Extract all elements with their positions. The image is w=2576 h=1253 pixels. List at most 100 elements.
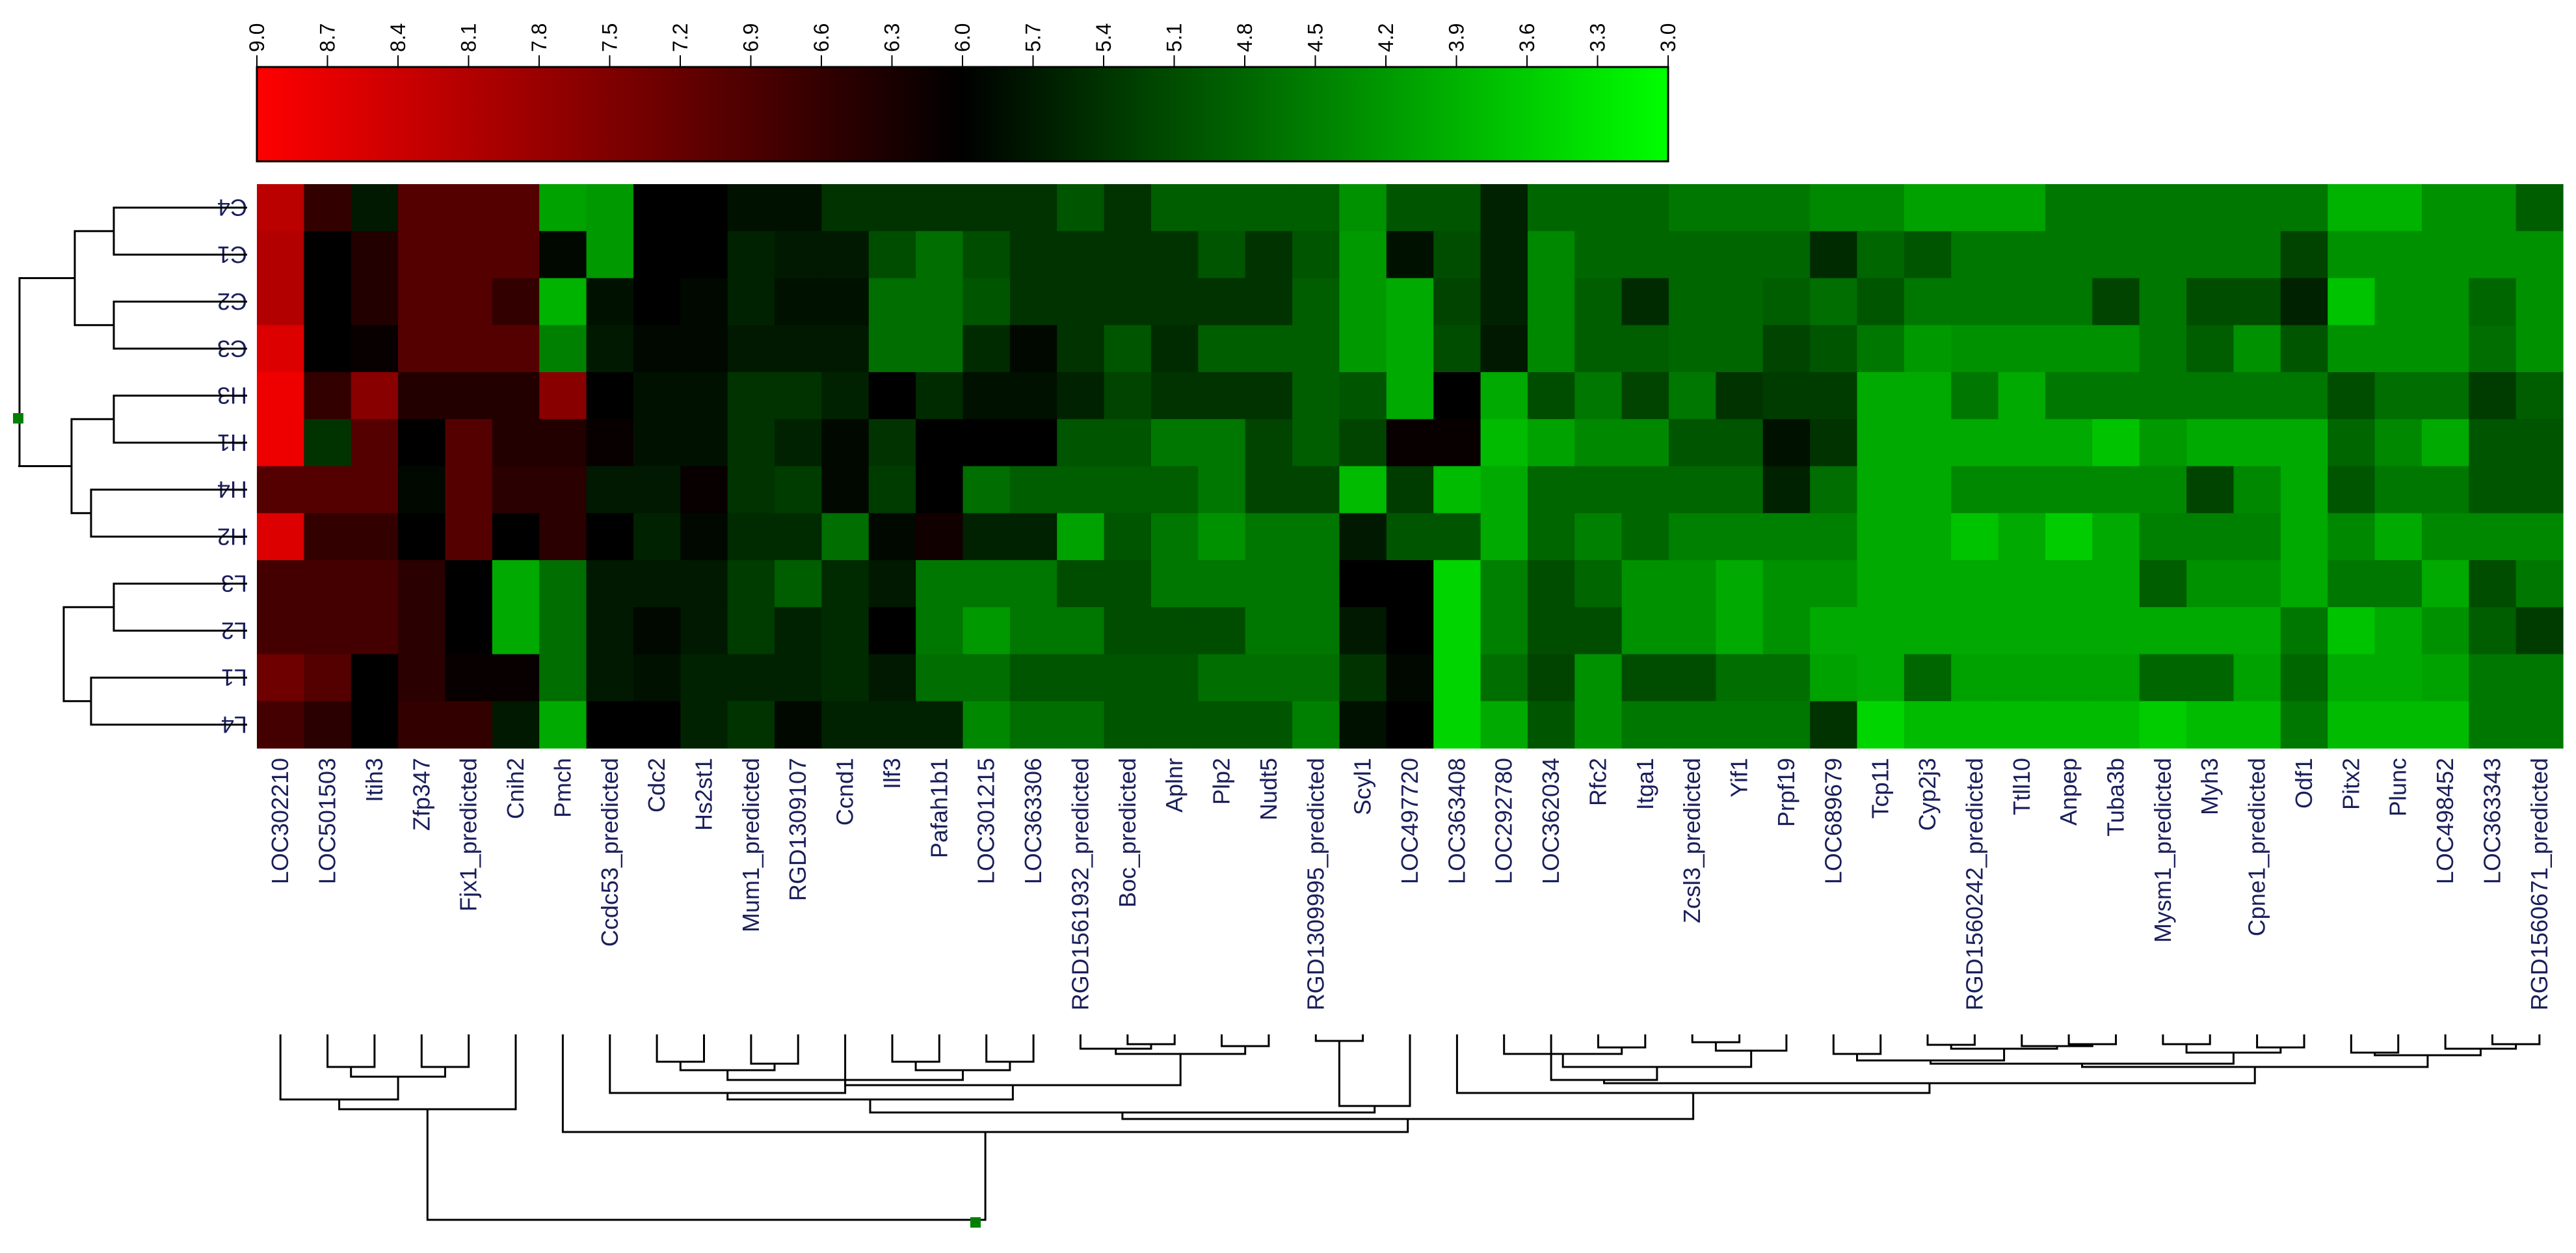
heatmap-cell <box>1245 278 1293 326</box>
column-label: Ccnd1 <box>832 758 858 826</box>
heatmap-cell <box>257 654 304 702</box>
heatmap-cell <box>1762 278 1811 326</box>
heatmap-cell <box>1998 419 2046 467</box>
heatmap-cell <box>1198 325 1246 373</box>
heatmap-cell <box>821 419 870 467</box>
heatmap-cell <box>539 466 587 514</box>
heatmap-cell <box>1621 419 1669 467</box>
heatmap-cell <box>539 560 587 608</box>
heatmap-cell <box>1433 184 1481 232</box>
heatmap-cell <box>304 419 352 467</box>
heatmap-cell <box>1857 466 1905 514</box>
heatmap-cell <box>2516 513 2564 561</box>
heatmap-cell <box>2421 654 2469 702</box>
heatmap-cell <box>1527 560 1575 608</box>
heatmap-cell <box>1669 466 1716 514</box>
heatmap-cell <box>2280 325 2328 373</box>
heatmap-cell <box>1386 513 1434 561</box>
heatmap-cell <box>1810 513 1858 561</box>
color-scale-tick-label: 5.1 <box>1163 23 1186 52</box>
heatmap-cell <box>539 701 587 749</box>
heatmap-cell <box>2421 184 2469 232</box>
heatmap-cell <box>2092 560 2140 608</box>
heatmap-cell <box>1057 325 1105 373</box>
heatmap-cell <box>1386 701 1434 749</box>
heatmap-cell <box>1998 278 2046 326</box>
column-dendrogram-branch <box>1221 1034 1270 1047</box>
heatmap-cell <box>304 654 352 702</box>
heatmap-cell <box>1104 607 1152 655</box>
heatmap-cell <box>963 419 1011 467</box>
heatmap-cell <box>2186 701 2235 749</box>
heatmap-cell <box>257 325 304 373</box>
heatmap-cell <box>868 278 916 326</box>
heatmap-cell <box>398 607 446 655</box>
heatmap-cell <box>539 654 587 702</box>
heatmap-cell <box>821 372 870 420</box>
column-dendrogram-branch <box>1930 1053 2235 1065</box>
heatmap-cell <box>2374 419 2423 467</box>
heatmap-cell <box>1292 701 1340 749</box>
column-dendrogram-branch <box>1832 1034 1882 1055</box>
heatmap-cell <box>2186 419 2235 467</box>
heatmap-cell <box>868 231 916 279</box>
heatmap-cell <box>1245 325 1293 373</box>
heatmap-cell <box>492 419 540 467</box>
heatmap-cell <box>916 607 964 655</box>
column-dendrogram-branch <box>2256 1034 2305 1049</box>
heatmap-cell <box>1292 278 1340 326</box>
column-dendrogram-branch <box>426 1109 987 1221</box>
heatmap-cell <box>1527 607 1575 655</box>
heatmap-cell <box>1810 372 1858 420</box>
heatmap-cell <box>1292 560 1340 608</box>
heatmap-cell <box>680 466 728 514</box>
heatmap-cell <box>257 231 304 279</box>
heatmap-cell <box>304 184 352 232</box>
heatmap-cell <box>1716 513 1764 561</box>
heatmap-cell <box>1198 654 1246 702</box>
heatmap-cell <box>2328 560 2376 608</box>
heatmap-cell <box>398 654 446 702</box>
heatmap-cell <box>1245 513 1293 561</box>
column-label: LOC292780 <box>1491 758 1517 884</box>
color-scale-tick-label: 6.3 <box>881 23 904 52</box>
heatmap-cell <box>1245 701 1293 749</box>
heatmap-cell <box>775 654 823 702</box>
column-label: LOC363306 <box>1020 758 1046 884</box>
heatmap-cell <box>2092 654 2140 702</box>
column-dendrogram-branch <box>1691 1034 1741 1044</box>
heatmap-cell <box>775 184 823 232</box>
heatmap-cell <box>2421 278 2469 326</box>
heatmap-cell <box>1009 419 1057 467</box>
column-label: LOC498452 <box>2432 758 2458 884</box>
heatmap-cell <box>1433 231 1481 279</box>
heatmap-cell <box>2516 560 2564 608</box>
heatmap-cell <box>2233 184 2281 232</box>
heatmap-cell <box>1904 466 1952 514</box>
heatmap-cell <box>398 325 446 373</box>
column-label: Tcp11 <box>1867 758 1894 818</box>
column-label: Ccdc53_predicted <box>596 758 623 947</box>
heatmap-cell <box>2469 231 2517 279</box>
heatmap-cell <box>1198 466 1246 514</box>
heatmap-cell <box>2328 231 2376 279</box>
heatmap-cell <box>775 419 823 467</box>
heatmap-cell <box>1104 325 1152 373</box>
heatmap-cell <box>1527 419 1575 467</box>
heatmap-cell <box>304 278 352 326</box>
heatmap-cell <box>1057 184 1105 232</box>
heatmap-cell <box>539 278 587 326</box>
heatmap-cell <box>1339 701 1387 749</box>
heatmap-cell <box>1810 466 1858 514</box>
heatmap-cell <box>633 560 681 608</box>
heatmap-cell <box>1857 231 1905 279</box>
column-dendrogram-branch <box>1550 1034 1658 1081</box>
heatmap-cell <box>1857 419 1905 467</box>
heatmap-cell <box>916 560 964 608</box>
heatmap-cell <box>1951 466 1999 514</box>
heatmap-cell <box>1009 513 1057 561</box>
column-label: Mum1_predicted <box>737 758 764 932</box>
heatmap-cell <box>2280 513 2328 561</box>
heatmap-cell <box>1951 278 1999 326</box>
heatmap-cell <box>1150 325 1199 373</box>
